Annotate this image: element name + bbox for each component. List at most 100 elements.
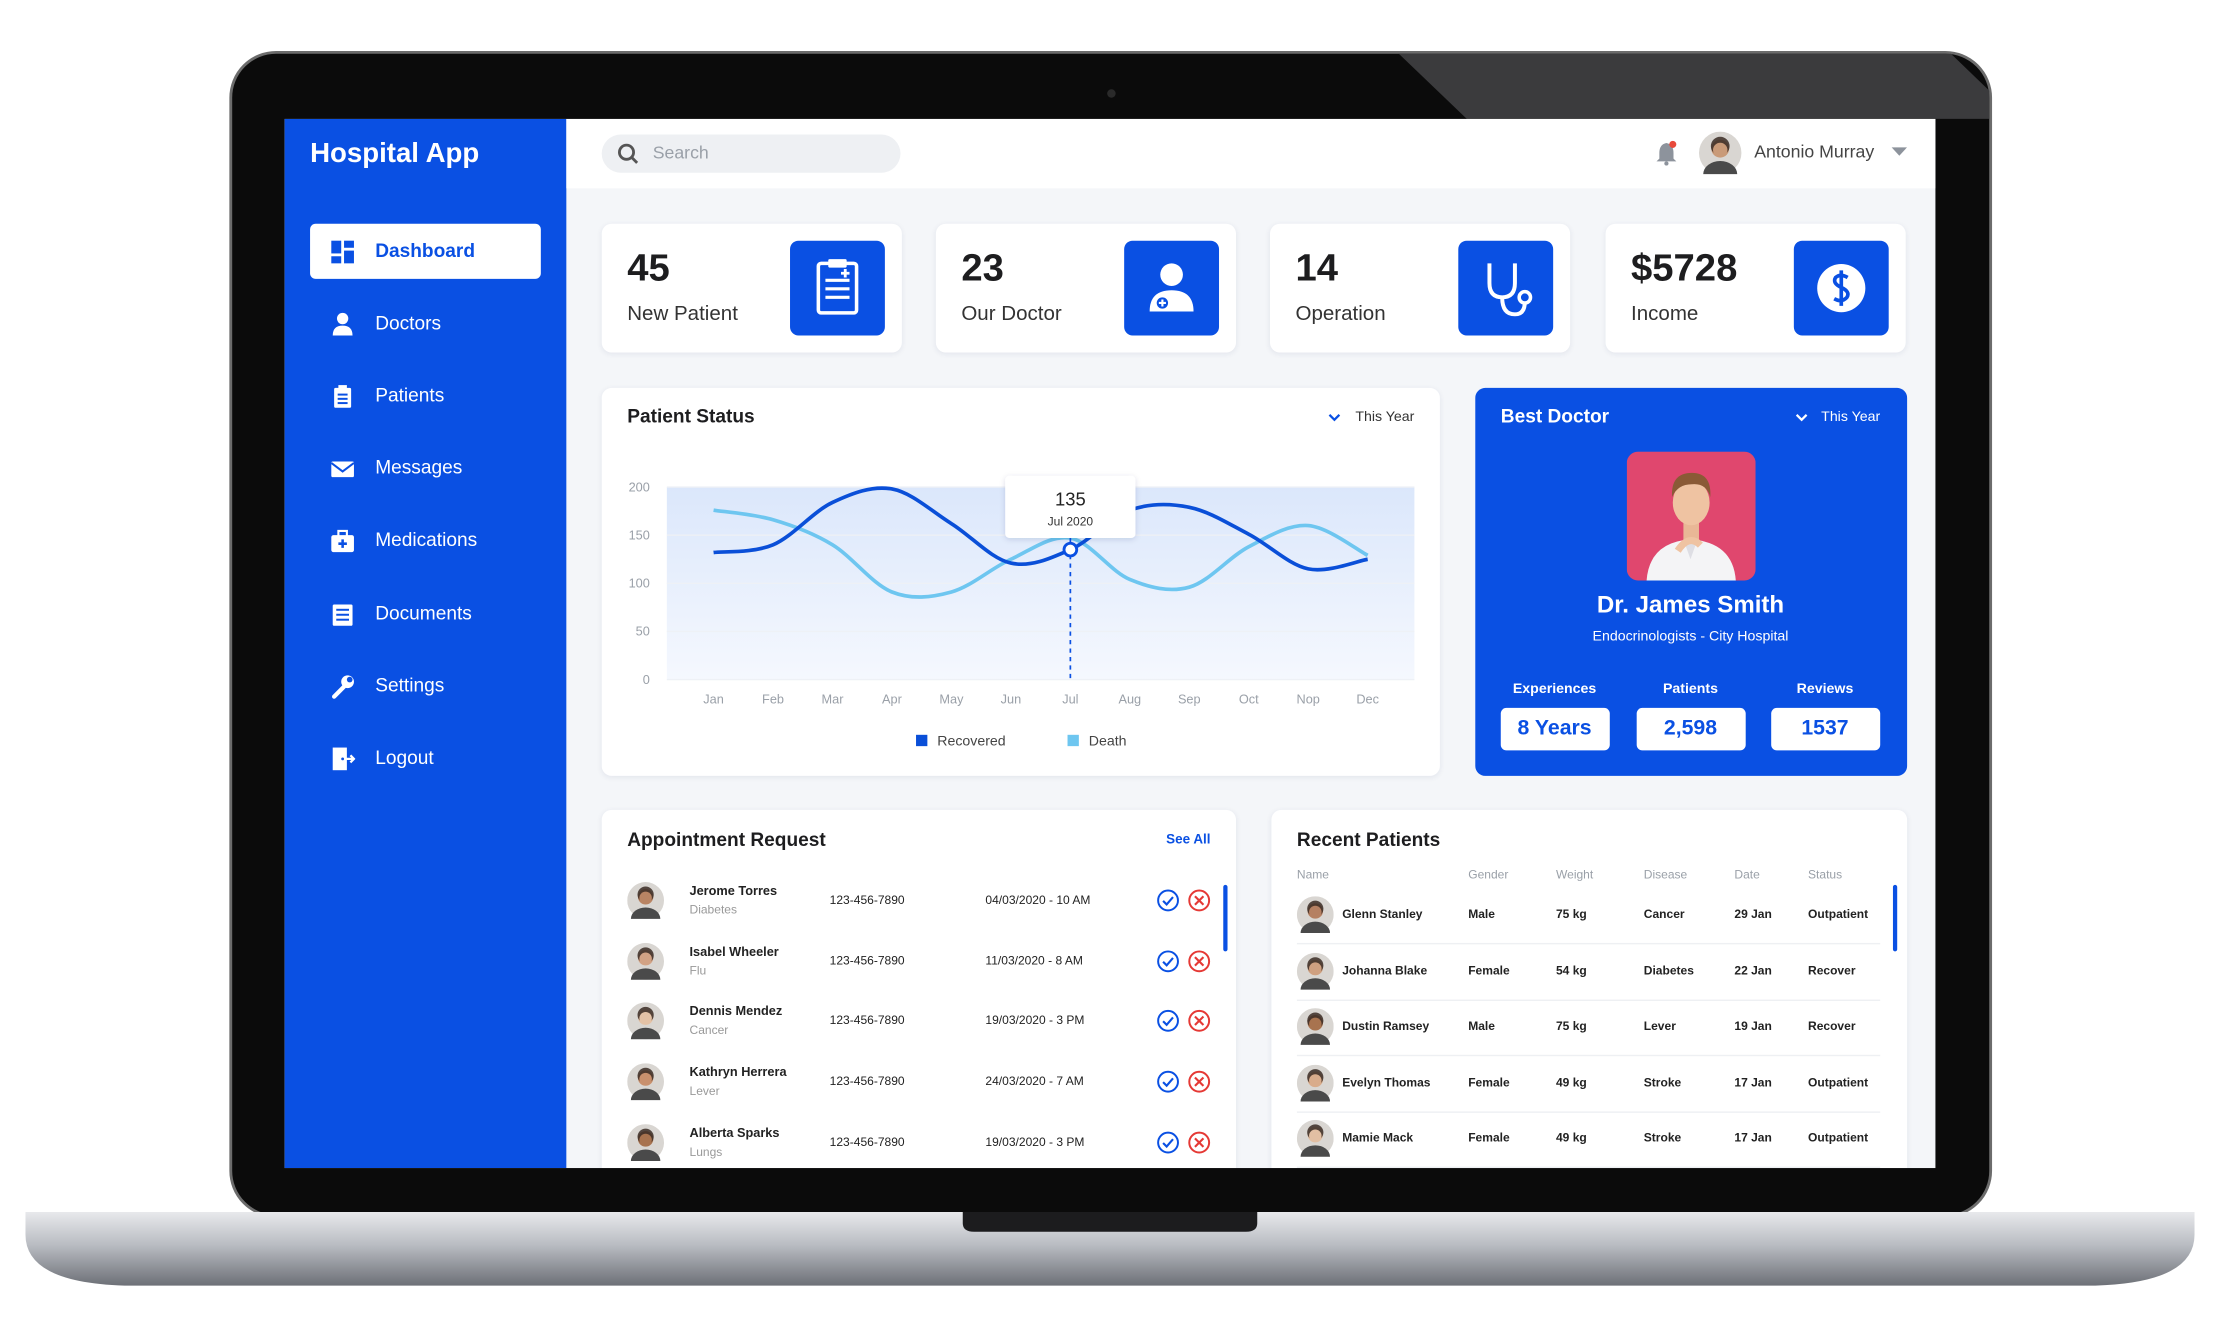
series-line bbox=[713, 486, 1369, 572]
see-all-link[interactable]: See All bbox=[1166, 832, 1211, 848]
period-select[interactable]: This Year bbox=[1821, 409, 1881, 426]
table-cell: 75 kg bbox=[1555, 1018, 1587, 1033]
reject-button[interactable] bbox=[1188, 1131, 1211, 1154]
search-icon bbox=[618, 143, 639, 164]
icon-part bbox=[1157, 889, 1179, 912]
x-tick-label: Jun bbox=[1001, 692, 1022, 707]
icon-part bbox=[1309, 1074, 1322, 1087]
reject-button[interactable] bbox=[1188, 1070, 1211, 1093]
patient-condition: Diabetes bbox=[689, 902, 738, 917]
patient-condition: Lungs bbox=[689, 1144, 723, 1159]
icon-part bbox=[618, 143, 635, 161]
table-cell: 49 kg bbox=[1555, 1130, 1587, 1145]
column-header: Weight bbox=[1555, 866, 1594, 882]
table-cell: Cancer bbox=[1643, 906, 1685, 921]
icon-part bbox=[639, 1011, 652, 1025]
tooltip-value: 135 bbox=[1055, 488, 1086, 509]
patient-name: Alberta Sparks bbox=[689, 1124, 780, 1140]
accept-button[interactable] bbox=[1157, 1070, 1180, 1093]
stat-card: 23 Our Doctor bbox=[935, 223, 1237, 353]
stat-icon bbox=[1149, 263, 1194, 312]
icon-part bbox=[344, 754, 356, 764]
patient-name: Dustin Ramsey bbox=[1342, 1018, 1430, 1033]
stat-card: 45 New Patient bbox=[601, 223, 902, 353]
reject-button[interactable] bbox=[1188, 889, 1211, 912]
icon-part bbox=[346, 676, 353, 683]
doctor-stat-value: 8 Years bbox=[1517, 716, 1592, 741]
avatar bbox=[627, 1124, 665, 1161]
stat-icon-box bbox=[1124, 240, 1220, 336]
icon-part bbox=[337, 529, 348, 538]
icon-part bbox=[1162, 957, 1174, 967]
row-divider bbox=[1296, 1054, 1881, 1057]
nav-icon bbox=[330, 461, 355, 478]
patient-name: Jerome Torres bbox=[689, 882, 778, 897]
avatar bbox=[1698, 131, 1742, 175]
icon-part bbox=[630, 1027, 661, 1040]
reject-button[interactable] bbox=[1188, 950, 1211, 973]
accept-button[interactable] bbox=[1157, 1009, 1180, 1032]
icon-part bbox=[1646, 539, 1736, 581]
icon-part bbox=[1188, 1009, 1211, 1032]
table-cell: 17 Jan bbox=[1734, 1075, 1772, 1090]
icon-part bbox=[1157, 1070, 1179, 1093]
chart: 0 50 100 150 200 Jan Feb Mar Apr May Jun Jul Aug Sep O… bbox=[629, 475, 1415, 748]
table-cell: Outpatient bbox=[1808, 906, 1869, 921]
camera bbox=[1107, 89, 1116, 98]
y-tick-label: 200 bbox=[629, 479, 650, 494]
row-divider bbox=[1296, 1111, 1881, 1113]
nav-item[interactable]: Medications bbox=[375, 528, 478, 551]
nav-item[interactable]: Messages bbox=[375, 456, 463, 478]
period-select[interactable]: This Year bbox=[1355, 409, 1415, 426]
icon-part bbox=[1158, 299, 1166, 307]
search-box[interactable]: Search bbox=[601, 134, 901, 173]
reject-button[interactable] bbox=[1188, 1009, 1211, 1032]
appointment-date: 04/03/2020 - 10 AM bbox=[985, 892, 1091, 907]
icon-part bbox=[1683, 519, 1699, 543]
doctor-photo bbox=[1626, 451, 1756, 581]
table-cell: 49 kg bbox=[1555, 1075, 1587, 1090]
icon-part bbox=[1309, 1129, 1322, 1143]
highlight-point bbox=[1062, 541, 1079, 558]
table-cell: Lever bbox=[1643, 1018, 1676, 1033]
chart-title: Patient Status bbox=[627, 405, 755, 427]
accept-button[interactable] bbox=[1157, 1131, 1180, 1154]
icon-part bbox=[828, 259, 847, 268]
icon-part bbox=[1188, 1070, 1211, 1093]
nav-item[interactable]: Logout bbox=[375, 746, 434, 769]
icon-part bbox=[1149, 290, 1194, 312]
patient-condition: Cancer bbox=[689, 1022, 729, 1037]
nav-item[interactable]: Settings bbox=[375, 674, 445, 696]
icon-part bbox=[1300, 1145, 1331, 1157]
table-cell: Stroke bbox=[1643, 1075, 1682, 1090]
nav-item[interactable]: Doctors bbox=[375, 312, 442, 334]
doctor-name: Dr. James Smith bbox=[1596, 591, 1785, 619]
nav-item[interactable]: Documents bbox=[375, 602, 472, 624]
table-cell: 54 kg bbox=[1555, 963, 1587, 978]
app-title: Hospital App bbox=[310, 137, 480, 169]
user-name[interactable]: Antonio Murray bbox=[1754, 141, 1875, 162]
stat-value: 23 bbox=[961, 246, 1004, 290]
table-cell: Female bbox=[1468, 1130, 1510, 1145]
row-divider bbox=[1296, 999, 1881, 1001]
x-tick-label: Oct bbox=[1239, 692, 1259, 707]
laptop-base bbox=[25, 1211, 2195, 1286]
stat-value: $5728 bbox=[1631, 246, 1738, 290]
accept-button[interactable] bbox=[1157, 950, 1180, 973]
avatar bbox=[1296, 896, 1334, 934]
sidebar: Hospital App Dashboard Doctors Patients Mess… bbox=[284, 118, 567, 1169]
nav-item[interactable]: Dashboard bbox=[375, 240, 476, 262]
nav-item[interactable]: Patients bbox=[375, 384, 445, 406]
table-cell: Male bbox=[1468, 906, 1495, 921]
icon-part bbox=[630, 156, 639, 164]
icon-part bbox=[630, 1088, 661, 1101]
avatar bbox=[1296, 1064, 1334, 1102]
x-tick-label: Dec bbox=[1356, 692, 1379, 707]
icon-part bbox=[1162, 1138, 1174, 1149]
accept-button[interactable] bbox=[1157, 889, 1180, 912]
nav-icon bbox=[331, 529, 354, 553]
patient-name: Mamie Mack bbox=[1342, 1130, 1414, 1145]
table-cell: 75 kg bbox=[1555, 906, 1587, 921]
card-title: Best Doctor bbox=[1500, 405, 1610, 427]
